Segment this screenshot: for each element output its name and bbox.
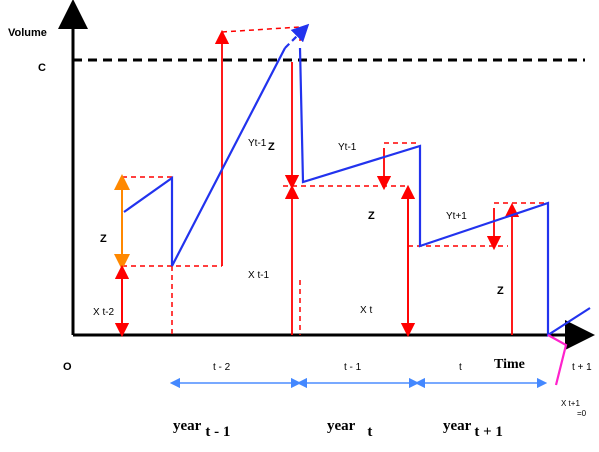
z-label-4: Z <box>497 285 504 297</box>
y-t1-label-1: Yt-1 <box>248 138 267 149</box>
red-dashed-guides <box>122 26 548 335</box>
period-t: t <box>459 362 462 373</box>
volume-trajectory <box>123 47 286 267</box>
year-label-3: year t + 1 <box>443 418 503 440</box>
x-t1-label: X t-1 <box>248 270 270 281</box>
x-t-label: X t <box>360 305 372 316</box>
x-axis-label: Time <box>494 357 525 372</box>
x-t-plus-1-label: X t+1 <box>561 399 580 408</box>
capacity-label: C <box>38 62 46 74</box>
year-label-1: year t - 1 <box>173 418 230 440</box>
y-t1-label-2: Yt-1 <box>338 142 357 153</box>
volume-trajectory-overflow <box>284 23 310 49</box>
y-axis-label: Volume <box>8 27 47 39</box>
x-t-plus-1-eq-label: =0 <box>577 409 587 418</box>
z-label-3: Z <box>368 210 375 222</box>
year-label-2: year t <box>327 418 372 440</box>
z-label-1: Z <box>100 233 107 245</box>
z-label-2: Z <box>268 141 275 153</box>
y-t-plus-label: Yt+1 <box>446 211 467 222</box>
red-flow-arrows <box>114 29 520 338</box>
period-t-minus-1: t - 1 <box>344 362 362 373</box>
volume-trajectory-2 <box>298 47 591 338</box>
x-t2-label: X t-2 <box>93 307 115 318</box>
end-of-period-mark <box>547 334 568 386</box>
period-t-minus-2: t - 2 <box>213 362 231 373</box>
period-t-plus-1: t + 1 <box>572 362 592 373</box>
origin-label: O <box>63 361 72 373</box>
